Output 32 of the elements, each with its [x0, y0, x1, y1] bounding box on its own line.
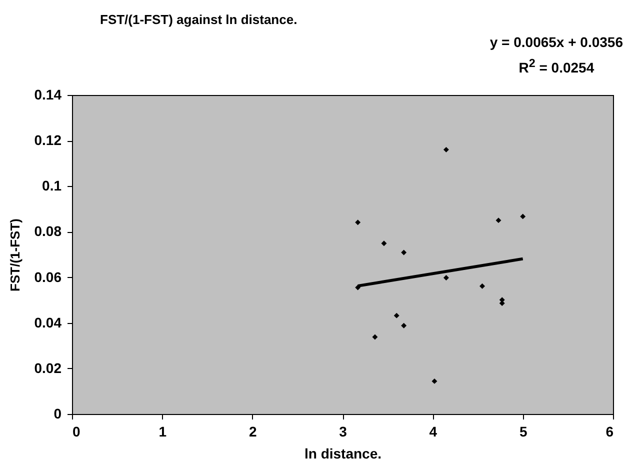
y-tick-label: 0.02: [34, 360, 62, 376]
y-tick-label: 0.14: [34, 86, 62, 102]
y-tick-label: 0: [54, 406, 62, 422]
y-axis-title: FST/(1-FST): [7, 218, 22, 292]
x-tick-label: 1: [158, 424, 167, 440]
point: [443, 146, 449, 152]
x-tick-label: 6: [606, 424, 614, 440]
y-tick-label: 0.04: [34, 314, 62, 330]
point: [401, 250, 407, 256]
x-tick-label: 4: [429, 424, 438, 440]
point: [372, 334, 378, 340]
x-axis-title: ln distance.: [304, 446, 382, 462]
y-tick-label: 0.1: [42, 178, 62, 194]
point: [520, 214, 526, 220]
y-tick-label: 0.08: [34, 223, 62, 240]
text: y = 0.0065x + 0.0356: [490, 34, 623, 50]
point: [401, 322, 407, 328]
point: [432, 378, 438, 384]
y-tick-label: 0.12: [34, 132, 62, 148]
point: [394, 312, 400, 318]
point: [443, 275, 449, 280]
point: [381, 240, 387, 246]
y-tick-label: 0.06: [34, 268, 62, 285]
point: [480, 283, 485, 289]
x-tick-label: 2: [248, 424, 257, 440]
point: [496, 218, 502, 224]
x-tick-label: 5: [519, 424, 528, 440]
text: R$^{2}$ = 0.0254: [518, 57, 594, 76]
x-tick-label: 0: [72, 424, 80, 440]
x-tick-label: 3: [339, 424, 348, 440]
point: [355, 220, 361, 226]
chart-title: FST/(1-FST) against ln distance.: [100, 12, 298, 27]
